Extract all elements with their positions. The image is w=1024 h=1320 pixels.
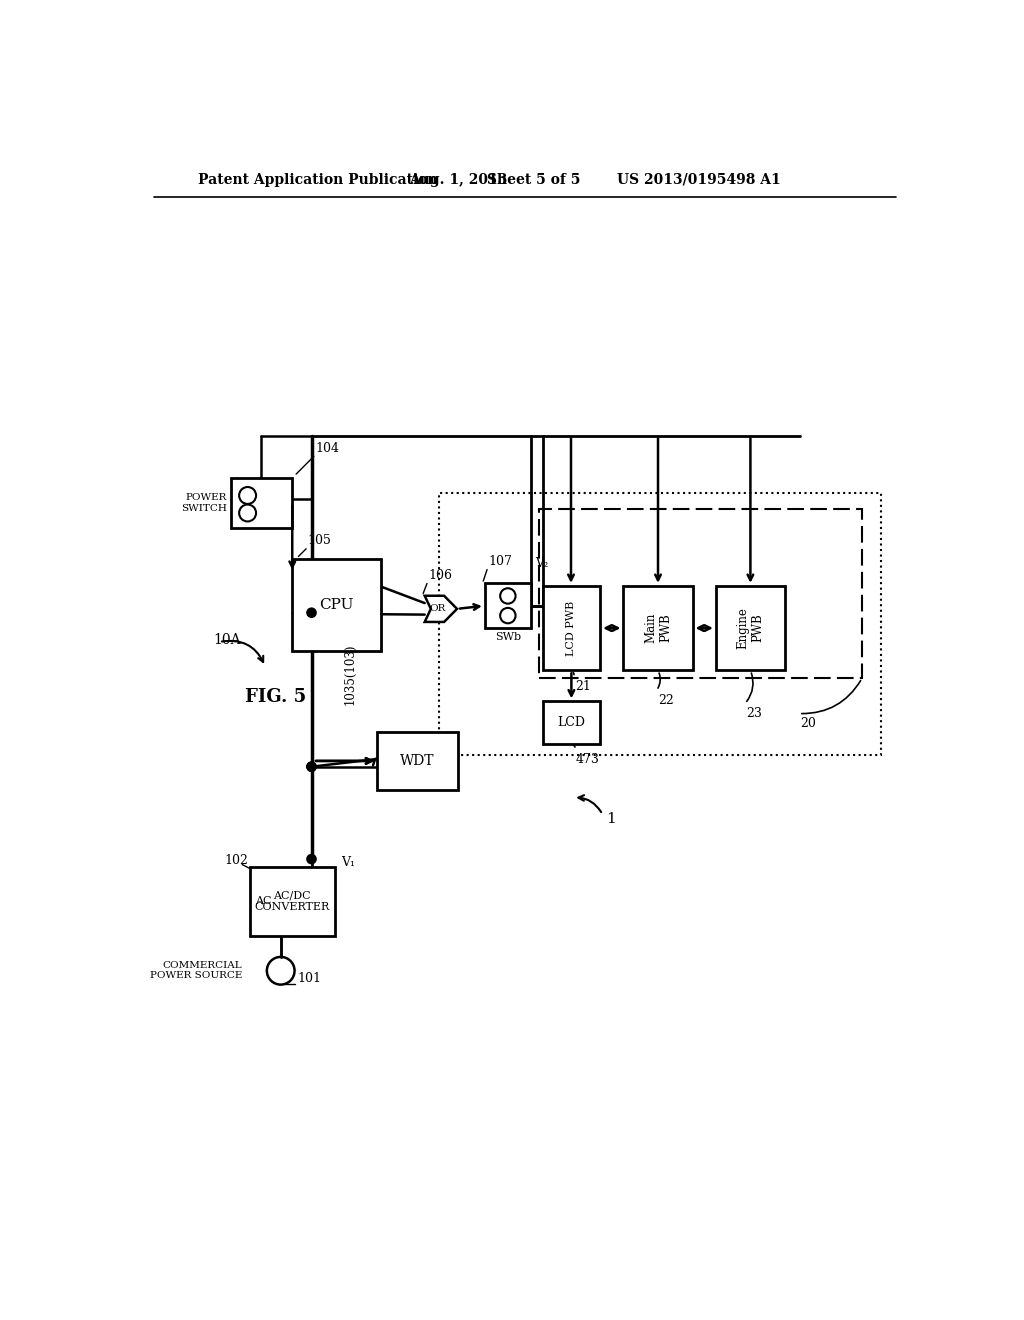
- Text: Aug. 1, 2013: Aug. 1, 2013: [410, 173, 508, 187]
- Circle shape: [307, 854, 316, 863]
- Text: 106: 106: [429, 569, 453, 582]
- Text: 22: 22: [658, 693, 674, 706]
- Bar: [377, 733, 458, 789]
- Text: 101: 101: [298, 972, 322, 985]
- Text: 21: 21: [575, 681, 592, 693]
- Text: 104: 104: [315, 442, 339, 455]
- Text: 107: 107: [488, 554, 512, 568]
- Text: Patent Application Publication: Patent Application Publication: [198, 173, 437, 187]
- Text: V₂: V₂: [535, 557, 548, 570]
- Bar: [230, 478, 292, 528]
- Text: FIG. 5: FIG. 5: [245, 689, 306, 706]
- PathPatch shape: [425, 595, 457, 622]
- Text: SWb: SWb: [495, 632, 521, 643]
- Bar: [624, 586, 692, 671]
- Text: V₁: V₁: [341, 857, 354, 870]
- Text: 473: 473: [575, 752, 599, 766]
- Text: LCD PWB: LCD PWB: [566, 601, 577, 656]
- Text: AC/DC
CONVERTER: AC/DC CONVERTER: [255, 891, 330, 912]
- Bar: [716, 586, 785, 671]
- Text: POWER
SWITCH: POWER SWITCH: [181, 494, 226, 512]
- Text: CPU: CPU: [319, 598, 353, 612]
- Text: 105: 105: [307, 535, 332, 548]
- Bar: [539, 508, 862, 678]
- Text: WDT: WDT: [400, 754, 434, 768]
- Text: COMMERCIAL
POWER SOURCE: COMMERCIAL POWER SOURCE: [150, 961, 243, 981]
- Text: Engine
PWB: Engine PWB: [736, 607, 764, 649]
- Bar: [543, 586, 600, 671]
- Text: LCD: LCD: [557, 715, 586, 729]
- Text: AC: AC: [255, 896, 271, 907]
- Bar: [484, 583, 531, 628]
- Text: Sheet 5 of 5: Sheet 5 of 5: [487, 173, 581, 187]
- Text: 10A: 10A: [214, 632, 242, 647]
- Circle shape: [307, 762, 316, 771]
- Text: 1: 1: [606, 812, 616, 826]
- Text: 23: 23: [746, 706, 763, 719]
- Text: US 2013/0195498 A1: US 2013/0195498 A1: [617, 173, 781, 187]
- Bar: [543, 701, 600, 743]
- Text: 20: 20: [801, 717, 816, 730]
- Bar: [292, 558, 381, 651]
- Text: 102: 102: [224, 854, 248, 867]
- Text: OR: OR: [429, 605, 445, 614]
- Circle shape: [307, 609, 316, 618]
- Text: Main
PWB: Main PWB: [644, 612, 672, 643]
- Circle shape: [307, 762, 316, 771]
- Text: 1035(103): 1035(103): [343, 644, 356, 705]
- Bar: [250, 867, 335, 936]
- Bar: [438, 494, 882, 755]
